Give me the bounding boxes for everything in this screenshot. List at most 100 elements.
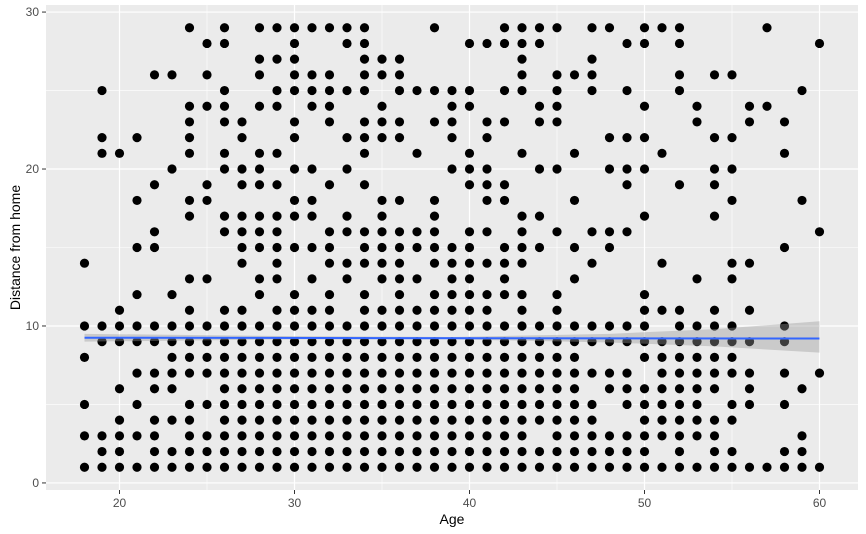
data-point [482,196,491,205]
data-point [605,243,614,252]
data-point [307,164,316,173]
data-point [255,274,264,283]
data-point [150,384,159,393]
data-point [692,384,701,393]
data-point [622,164,631,173]
data-point [272,149,281,158]
data-point [307,212,316,221]
data-point [395,447,404,456]
data-point [395,400,404,409]
data-point [640,447,649,456]
data-point [797,431,806,440]
data-point [342,384,351,393]
data-point [815,227,824,236]
data-point [377,55,386,64]
data-point [640,164,649,173]
data-point [500,321,509,330]
data-point [745,368,754,377]
data-point [535,463,544,472]
data-point [535,102,544,111]
data-point [290,400,299,409]
data-point [167,368,176,377]
data-point [640,431,649,440]
data-point [167,416,176,425]
data-point [640,321,649,330]
data-point [167,321,176,330]
data-point [290,196,299,205]
data-point [377,447,386,456]
data-point [167,70,176,79]
data-point [587,70,596,79]
data-point [605,133,614,142]
data-point [780,463,789,472]
data-point [377,274,386,283]
data-point [675,384,684,393]
data-point [272,102,281,111]
data-point [657,416,666,425]
data-point [797,463,806,472]
data-point [360,306,369,315]
data-point [745,384,754,393]
data-point [255,368,264,377]
data-point [202,196,211,205]
data-point [150,463,159,472]
data-point [307,416,316,425]
data-point [727,196,736,205]
data-point [307,23,316,32]
data-point [342,416,351,425]
data-point [412,384,421,393]
data-point [517,384,526,393]
data-point [517,290,526,299]
data-point [535,447,544,456]
data-point [377,353,386,362]
data-point [342,353,351,362]
data-point [587,86,596,95]
data-point [202,321,211,330]
data-point [220,23,229,32]
data-point [745,306,754,315]
data-point [552,353,561,362]
data-point [325,86,334,95]
data-point [202,70,211,79]
data-point [360,243,369,252]
data-point [675,368,684,377]
data-point [692,400,701,409]
data-point [552,447,561,456]
data-point [675,70,684,79]
data-point [167,384,176,393]
data-point [447,447,456,456]
data-point [605,368,614,377]
data-point [605,447,614,456]
data-point [517,70,526,79]
data-point [325,384,334,393]
data-point [255,321,264,330]
data-point [395,463,404,472]
data-point [342,400,351,409]
data-point [500,243,509,252]
data-point [517,259,526,268]
data-point [255,463,264,472]
data-point [780,243,789,252]
data-point [255,431,264,440]
trend-line [85,338,820,339]
data-point [710,164,719,173]
data-point [727,416,736,425]
data-point [395,353,404,362]
data-point [255,164,264,173]
data-point [430,196,439,205]
data-point [675,463,684,472]
data-point [80,259,89,268]
data-point [447,86,456,95]
data-point [115,306,124,315]
data-point [692,431,701,440]
data-point [482,290,491,299]
data-point [587,368,596,377]
data-point [570,416,579,425]
data-point [500,384,509,393]
data-point [307,102,316,111]
data-point [360,384,369,393]
data-point [430,212,439,221]
data-point [500,290,509,299]
data-point [500,259,509,268]
data-point [290,431,299,440]
